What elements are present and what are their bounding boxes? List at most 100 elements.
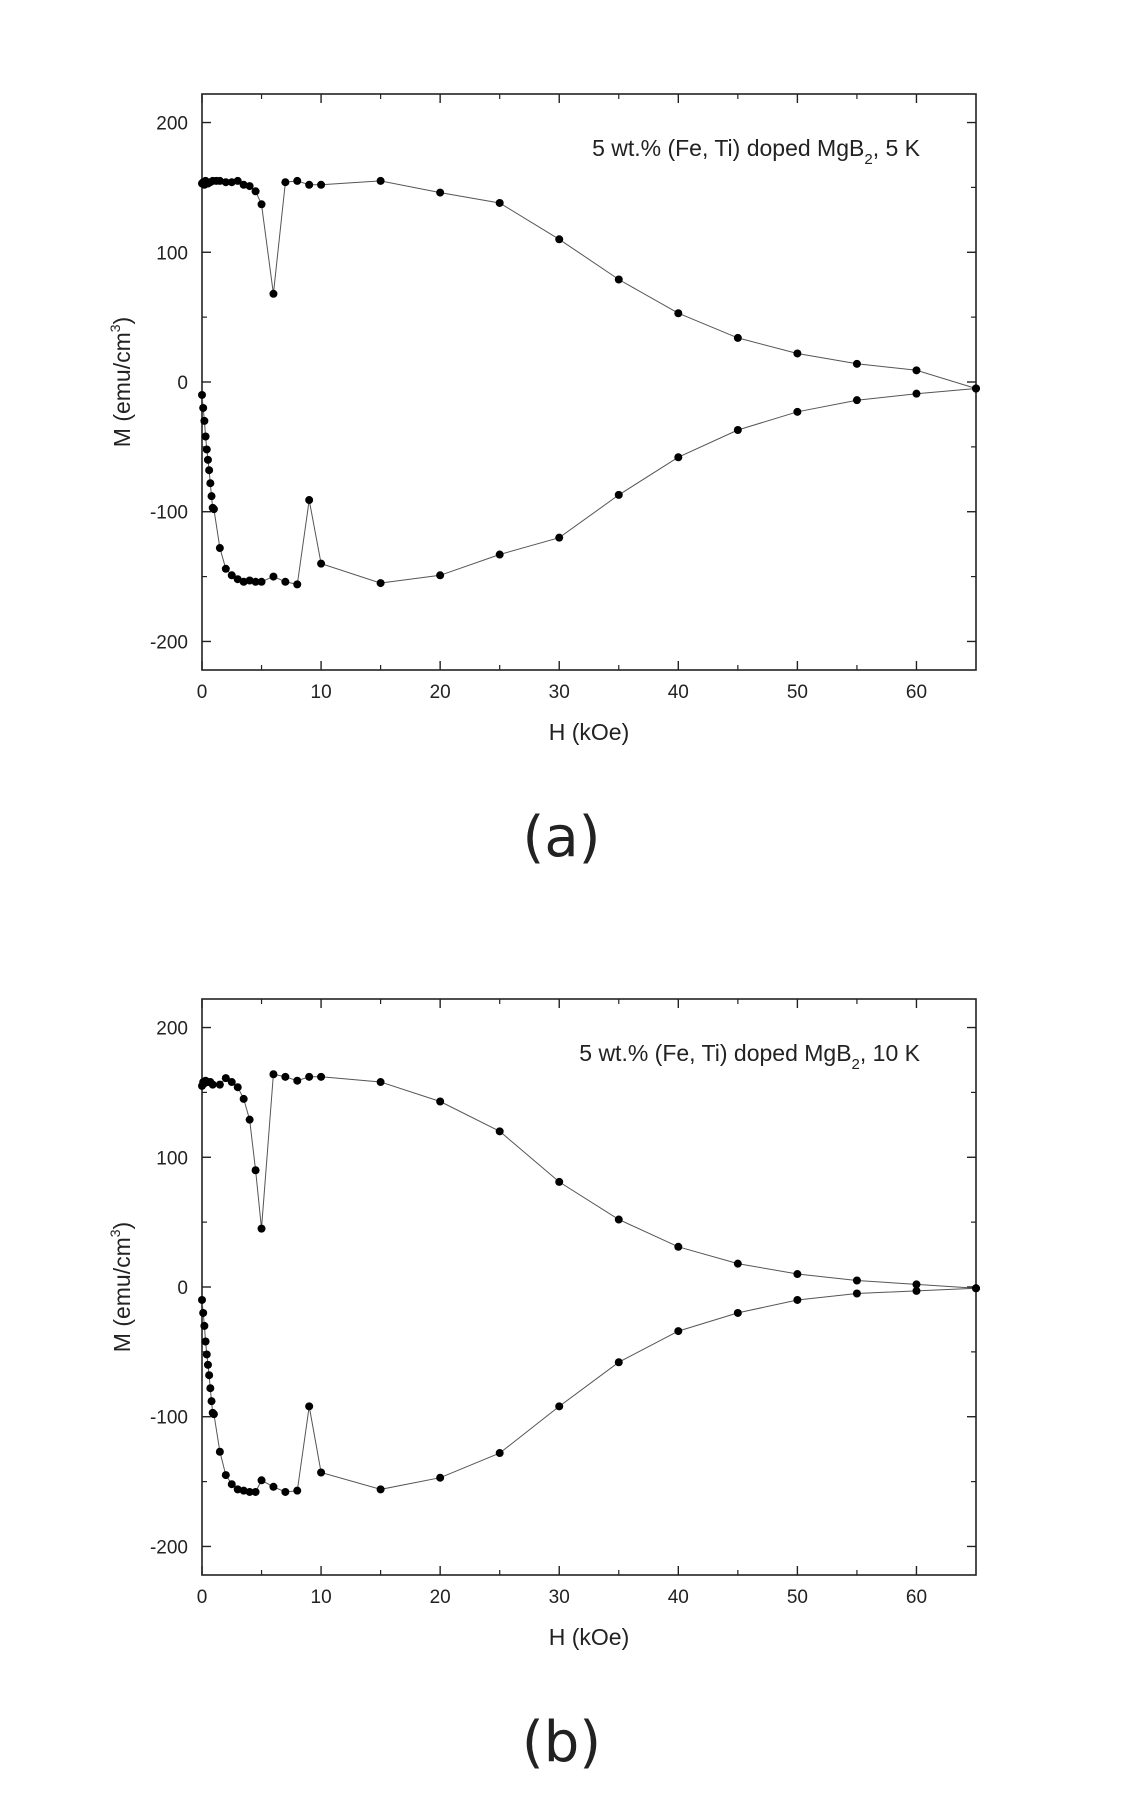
series-0-point bbox=[614, 1215, 623, 1224]
series-0-point bbox=[793, 1270, 802, 1279]
series-1-point bbox=[207, 1397, 216, 1406]
series-0-point bbox=[245, 182, 254, 191]
series-0-point bbox=[305, 1072, 314, 1081]
series-1-point bbox=[207, 492, 216, 501]
series-0-point bbox=[674, 309, 683, 318]
x-axis-title: H (kOe) bbox=[549, 1624, 630, 1650]
y-axis-title-main: M (emu/cm bbox=[109, 332, 135, 447]
annotation-main: 5 wt.% (Fe, Ti) doped MgB bbox=[592, 135, 864, 161]
annotation-tail: , 5 K bbox=[873, 135, 921, 161]
annotation-main: 5 wt.% (Fe, Ti) doped MgB bbox=[579, 1040, 851, 1066]
series-0-point bbox=[495, 198, 504, 207]
y-axis-title-sup: 3 bbox=[107, 1229, 123, 1237]
y-axis-title-tail: ) bbox=[109, 317, 135, 325]
series-1-point bbox=[206, 1384, 215, 1393]
y-tick-label: 0 bbox=[177, 1278, 188, 1299]
series-1-point bbox=[376, 1485, 385, 1494]
series-0-point bbox=[495, 1127, 504, 1136]
y-tick-label: 100 bbox=[156, 243, 188, 264]
chart-b: 0 10 20 30 40 50 60 -200 -100 0 100 200 H (kOe) M (em… bbox=[107, 998, 980, 1650]
x-tick-label: 50 bbox=[787, 1587, 808, 1608]
series-1-point bbox=[221, 564, 230, 573]
series-0-point bbox=[293, 1076, 302, 1085]
series-1-point bbox=[227, 1480, 236, 1489]
series-1-point bbox=[436, 571, 445, 580]
y-axis-title: M (emu/cm3) bbox=[107, 1222, 135, 1352]
series-1-point bbox=[852, 1289, 861, 1298]
series-1-point bbox=[201, 1337, 210, 1346]
series-1-point bbox=[215, 544, 224, 553]
series-1-point bbox=[202, 445, 211, 454]
x-tick-label: 30 bbox=[549, 682, 570, 703]
series-1-point bbox=[205, 1371, 214, 1380]
series-1-point bbox=[436, 1473, 445, 1482]
x-tick-label: 40 bbox=[668, 1587, 689, 1608]
series-1-point bbox=[251, 577, 260, 586]
series-1-point bbox=[793, 1295, 802, 1304]
series-1-point bbox=[972, 384, 980, 393]
series-1-point bbox=[281, 577, 290, 586]
series-0-point bbox=[555, 235, 564, 244]
plot-frame bbox=[201, 998, 977, 1576]
series-0-point bbox=[269, 1070, 278, 1079]
series-1-point bbox=[245, 1487, 254, 1496]
series-1-point bbox=[251, 1487, 260, 1496]
series-0-line bbox=[201, 1073, 977, 1289]
series-1-point bbox=[495, 550, 504, 559]
series-1-point bbox=[912, 389, 921, 398]
series-0-point bbox=[239, 180, 248, 189]
series-0-point bbox=[305, 180, 314, 189]
y-axis-title-main: M (emu/cm bbox=[109, 1237, 135, 1352]
series-1-point bbox=[205, 466, 214, 475]
series-1-point bbox=[215, 1447, 224, 1456]
annotation-tail: , 10 K bbox=[860, 1040, 921, 1066]
series-1-point bbox=[852, 396, 861, 405]
series-0-point bbox=[293, 176, 302, 185]
series-1-point bbox=[555, 533, 564, 542]
series-1-point bbox=[233, 1485, 242, 1494]
chart-annotation: 5 wt.% (Fe, Ti) doped MgB2, 5 K bbox=[592, 135, 921, 168]
x-tick-label: 30 bbox=[549, 1587, 570, 1608]
series-1-point bbox=[305, 1402, 314, 1411]
series-1-point bbox=[199, 1308, 208, 1317]
series-0-point bbox=[912, 1280, 921, 1289]
series-1-point bbox=[203, 1360, 212, 1369]
series-0-point bbox=[376, 1078, 385, 1087]
series-0-point bbox=[215, 176, 224, 185]
series-0-point bbox=[614, 275, 623, 284]
x-tick-label: 60 bbox=[906, 682, 927, 703]
series-1-point bbox=[221, 1471, 230, 1480]
y-tick-label: -100 bbox=[150, 1408, 188, 1429]
series-1-point bbox=[209, 505, 218, 514]
y-tick-label: -200 bbox=[150, 632, 188, 653]
series-0-point bbox=[269, 289, 278, 298]
series-0-point bbox=[245, 1115, 254, 1124]
x-axis-title: H (kOe) bbox=[549, 719, 630, 745]
y-tick-label: 0 bbox=[177, 373, 188, 394]
series-1-point bbox=[239, 1486, 248, 1495]
series-1-point bbox=[912, 1286, 921, 1295]
x-tick-label: 20 bbox=[430, 682, 451, 703]
series-1-point bbox=[269, 1482, 278, 1491]
series-0-point bbox=[257, 200, 266, 209]
series-0-point bbox=[436, 188, 445, 197]
series-1-point bbox=[199, 403, 208, 412]
series-0-point bbox=[733, 333, 742, 342]
series-1-point bbox=[614, 1358, 623, 1367]
series-1-point bbox=[293, 580, 302, 589]
series-1-point bbox=[198, 390, 206, 399]
y-tick-label: 100 bbox=[156, 1148, 188, 1169]
y-axis-title: M (emu/cm3) bbox=[107, 317, 135, 447]
series-0-point bbox=[436, 1097, 445, 1106]
panel-label-b: (b) bbox=[521, 1710, 602, 1775]
y-tick-label: -200 bbox=[150, 1537, 188, 1558]
series-0-point bbox=[281, 178, 290, 187]
y-tick-label: 200 bbox=[156, 1019, 188, 1040]
series-0-point bbox=[376, 176, 385, 185]
series-0-point bbox=[251, 1166, 260, 1175]
series-1-point bbox=[203, 455, 212, 464]
series-1-point bbox=[555, 1402, 564, 1411]
annotation-sub: 2 bbox=[864, 151, 872, 168]
chart-panel-b: 0 10 20 30 40 50 60 -200 -100 0 100 200 H (kOe) M (em… bbox=[0, 905, 1123, 1810]
x-tick-label: 20 bbox=[430, 1587, 451, 1608]
